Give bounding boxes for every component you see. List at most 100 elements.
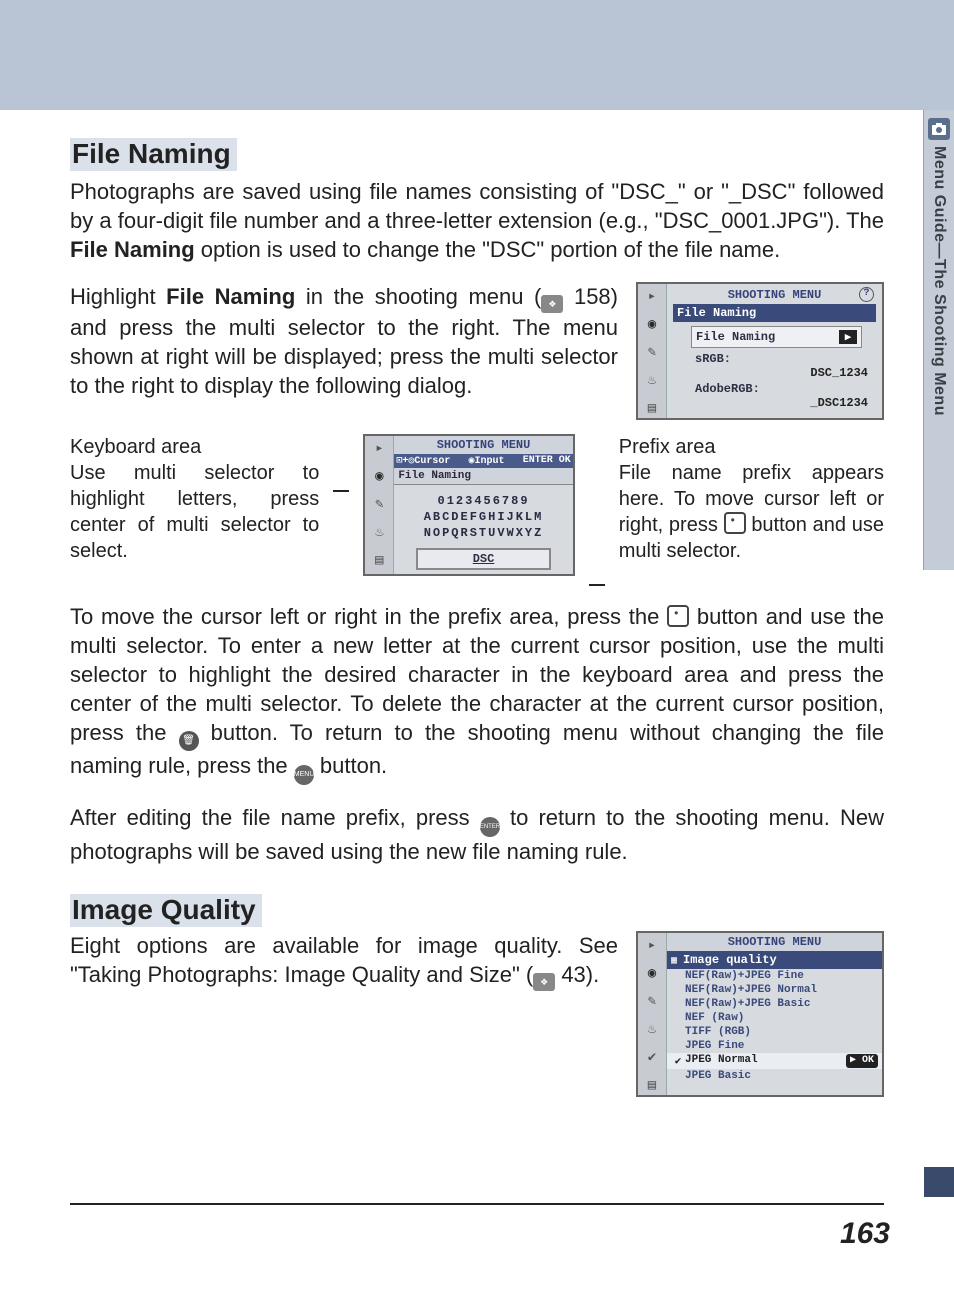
pencil-icon: ✎ <box>643 344 661 362</box>
iq-row-label: JPEG Fine <box>685 1040 744 1052</box>
card-icon-3: ▤ <box>643 1077 661 1095</box>
camera-tab-icon: ◉ <box>643 316 661 334</box>
iq-screen-title: SHOOTING MENU <box>667 933 882 951</box>
book-ref-icon: ❖ <box>541 295 563 313</box>
thumbnail-button-icon <box>724 512 746 534</box>
check-icon: ✔ <box>643 1049 661 1067</box>
section-title-file-naming: File Naming <box>70 138 237 171</box>
kb-title: Keyboard area <box>70 434 319 460</box>
screen-bar: File Naming <box>673 304 876 322</box>
card-icon: ▤ <box>643 400 661 418</box>
iq-bar-text: Image quality <box>683 953 777 967</box>
kb-icon-col: ▸ ◉ ✎ ♨ ▤ <box>365 436 394 574</box>
iq-list-row: NEF (Raw) <box>667 1011 882 1025</box>
intro-bold: File Naming <box>70 237 195 262</box>
content-area: File Naming Photographs are saved using … <box>0 110 954 1261</box>
iq-check-icon <box>671 1070 685 1082</box>
para4: After editing the file name prefix, pres… <box>70 803 884 866</box>
iq-list-row: NEF(Raw)+JPEG Basic <box>667 997 882 1011</box>
kb-hint-mid: ◉Input <box>469 455 505 467</box>
kb-keys: 0123456789 ABCDEFGHIJKLM NOPQRSTUVWXYZ <box>394 485 572 548</box>
kb-row2: ABCDEFGHIJKLM <box>394 509 572 525</box>
image-quality-screen: ▸ ◉ ✎ ♨ ✔ ▤ SHOOTING MENU ▦ Image qualit… <box>636 931 884 1097</box>
leader-left <box>333 490 349 492</box>
iq-row-label: NEF(Raw)+JPEG Basic <box>685 998 810 1010</box>
iq-list-row: JPEG Basic <box>667 1069 882 1083</box>
image-quality-row: Eight options are available for image qu… <box>70 931 884 1097</box>
intro-text-a: Photographs are saved using file names c… <box>70 179 884 233</box>
pencil-icon-2: ✎ <box>370 496 388 514</box>
keyboard-area-label: Keyboard area Use multi selector to high… <box>70 434 319 564</box>
kb-row1: 0123456789 <box>394 493 572 509</box>
prefix-box: DSC <box>416 548 550 570</box>
prefix-area-label: Prefix area File name prefix appears her… <box>619 434 884 564</box>
card-icon-2: ▤ <box>370 552 388 570</box>
play-icon-3: ▸ <box>643 937 661 955</box>
iq-list-row: NEF(Raw)+JPEG Fine <box>667 969 882 983</box>
iq-screen-body: SHOOTING MENU ▦ Image quality NEF(Raw)+J… <box>667 933 882 1095</box>
menu-button-icon: MENU <box>294 765 314 785</box>
pencil-icon-3: ✎ <box>643 993 661 1011</box>
iq-row-label: JPEG Basic <box>685 1070 751 1082</box>
camera-tab-icon-3: ◉ <box>643 965 661 983</box>
para2-bold: File Naming <box>166 284 295 309</box>
para2: Highlight File Naming in the shooting me… <box>70 282 618 400</box>
play-icon-2: ▸ <box>370 440 388 458</box>
page-root: Menu Guide—The Shooting Menu File Naming… <box>0 0 954 1261</box>
screen-body: SHOOTING MENU? File Naming File Naming ▶… <box>667 284 882 418</box>
enter-button-icon: ENTER <box>480 817 500 837</box>
page-number: 163 <box>840 1217 890 1251</box>
camera-tab-icon-2: ◉ <box>370 468 388 486</box>
prefix-title: Prefix area <box>619 434 884 460</box>
kb-hint-bar: ⊡+◎Cursor ◉Input ENTER OK <box>394 454 572 468</box>
iq-list-row: TIFF (RGB) <box>667 1025 882 1039</box>
screen-row-label: File Naming <box>696 330 775 344</box>
fork-icon-2: ♨ <box>370 524 388 542</box>
iq-para: Eight options are available for image qu… <box>70 931 618 991</box>
iq-row-label: TIFF (RGB) <box>685 1026 751 1038</box>
para3-a: To move the cursor left or right in the … <box>70 604 667 629</box>
iq-check-icon <box>671 984 685 996</box>
keyboard-screen: ▸ ◉ ✎ ♨ ▤ SHOOTING MENU ⊡+◎Cursor ◉Input… <box>363 434 574 576</box>
srgb-label: sRGB: <box>673 350 876 366</box>
kb-hint-right: ENTER OK <box>523 455 571 467</box>
kb-row3: NOPQRSTUVWXYZ <box>394 525 572 541</box>
iq-icon-col: ▸ ◉ ✎ ♨ ✔ ▤ <box>638 933 667 1095</box>
iq-row-label: NEF(Raw)+JPEG Normal <box>685 984 817 996</box>
para2-b: in the shooting menu ( <box>295 284 541 309</box>
adobe-value: _DSC1234 <box>673 396 876 410</box>
iq-list-row: JPEG Fine <box>667 1039 882 1053</box>
iq-bar-icon: ▦ <box>671 956 683 967</box>
para3: To move the cursor left or right in the … <box>70 602 884 785</box>
para3-d: button. <box>314 753 387 778</box>
srgb-value: DSC_1234 <box>673 366 876 380</box>
kb-screen-title: SHOOTING MENU <box>394 436 572 454</box>
kb-bar: File Naming <box>394 468 572 485</box>
help-icon: ? <box>859 287 874 302</box>
iq-row-label: JPEG Normal <box>685 1054 758 1068</box>
iq-check-icon <box>671 998 685 1010</box>
iq-check-icon <box>671 1026 685 1038</box>
iq-list-row: NEF(Raw)+JPEG Normal <box>667 983 882 997</box>
iq-ok-badge: ▶ OK <box>846 1054 878 1068</box>
para4-a: After editing the file name prefix, pres… <box>70 805 480 830</box>
iq-check-icon <box>671 1012 685 1024</box>
adobe-label: AdobeRGB: <box>673 380 876 396</box>
section-title-image-quality: Image Quality <box>70 894 262 927</box>
keyboard-prefix-row: Keyboard area Use multi selector to high… <box>70 434 884 586</box>
top-banner <box>0 0 954 110</box>
leader-right <box>589 584 605 586</box>
iq-check-icon: ✔ <box>671 1054 685 1068</box>
play-icon: ▸ <box>643 288 661 306</box>
iq-list: NEF(Raw)+JPEG FineNEF(Raw)+JPEG Normal NE… <box>667 969 882 1083</box>
thumbnail-button-icon-2 <box>667 605 689 627</box>
arrow-right-icon: ▶ <box>839 330 857 344</box>
iq-check-icon <box>671 970 685 982</box>
kb-screen-body: SHOOTING MENU ⊡+◎Cursor ◉Input ENTER OK … <box>394 436 572 574</box>
trash-button-icon: 🗑 <box>179 731 199 751</box>
kb-hint-left: ⊡+◎Cursor <box>396 455 450 467</box>
screen-title-text: SHOOTING MENU <box>728 288 822 302</box>
screen-title: SHOOTING MENU? <box>673 286 876 304</box>
iq-screen-bar: ▦ Image quality <box>667 951 882 969</box>
fork-icon: ♨ <box>643 372 661 390</box>
